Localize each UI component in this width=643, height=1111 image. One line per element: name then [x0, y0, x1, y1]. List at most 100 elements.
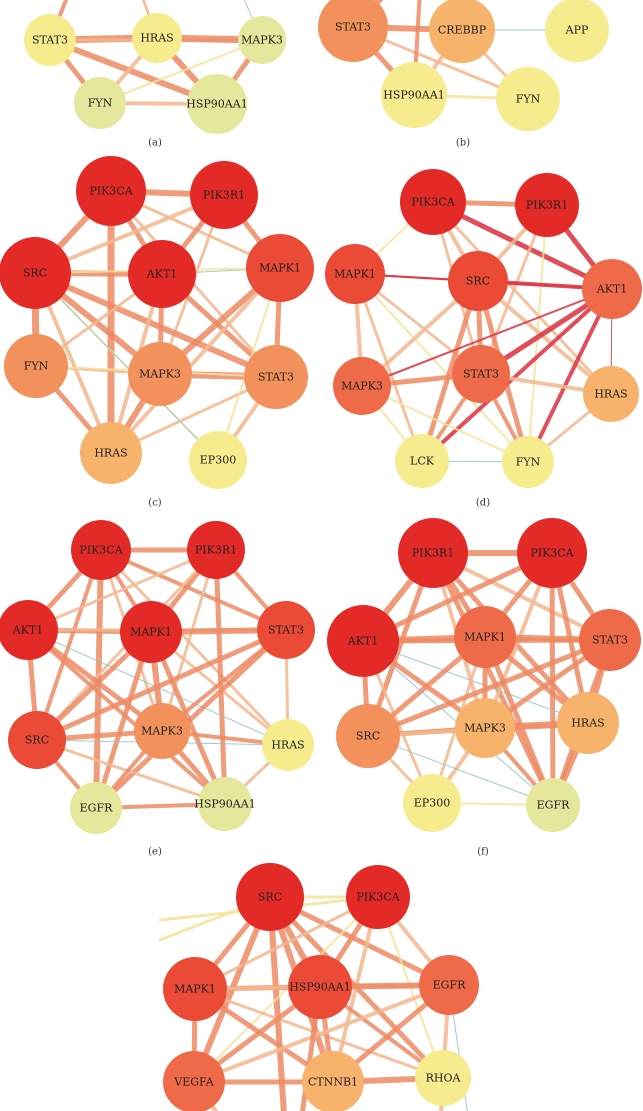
node-circle — [381, 62, 447, 128]
node-circle — [262, 719, 314, 771]
edge-mapk3-fyn — [361, 385, 529, 463]
panel-e-nodes: PIK3CA PIK3R1 AKT1 MAPK1 STAT3 SRC MAPK3 HRAS EG… — [0, 520, 315, 834]
node-label: AKT1 — [596, 283, 628, 296]
edge-stat3-src — [34, 627, 289, 743]
node-label: HRAS — [571, 717, 604, 730]
node-circle — [452, 345, 510, 403]
node-circle — [163, 1051, 225, 1111]
node-mapk3: MAPK3 — [238, 16, 286, 64]
node-pik3r1: PIK3R1 — [398, 518, 468, 588]
node-label: SRC — [258, 891, 282, 904]
node-circle — [4, 334, 68, 398]
node-egfr: EGFR — [526, 778, 580, 832]
node-stat3: STAT3 — [318, 0, 388, 62]
node-egfr: EGFR — [419, 955, 479, 1015]
panel-d-nodes: PIK3CA PIK3R1 MAPK1 SRC AKT1 MAPK3 STAT3 HRAS LC… — [325, 169, 642, 488]
node-ctnnb1: CTNNB1 — [302, 1051, 364, 1111]
node-circle — [448, 251, 508, 311]
panel-caption: (e) — [148, 847, 162, 858]
node-fyn: FYN — [4, 334, 68, 398]
node-hsp90aa1: HSP90AA1 — [186, 74, 248, 134]
panel-e-edges — [25, 547, 290, 811]
panel-d-edges — [353, 199, 615, 465]
node-circle — [198, 777, 252, 831]
node-circle — [302, 1051, 364, 1111]
node-label: HSP90AA1 — [383, 89, 444, 102]
node-circle — [128, 342, 192, 406]
node-label: HRAS — [140, 32, 173, 45]
node-hras: HRAS — [80, 422, 142, 484]
node-label: AKT1 — [12, 624, 44, 637]
node-label: PIK3CA — [79, 544, 123, 557]
edge-akt1-fyn — [526, 287, 614, 464]
node-circle — [0, 600, 58, 660]
node-label: MAPK3 — [341, 380, 383, 393]
edge-akt1-hras — [362, 640, 589, 724]
node-circle — [346, 865, 410, 929]
node-circle — [545, 0, 609, 62]
panel-caption: (f) — [477, 847, 489, 858]
node-src: SRC — [336, 704, 400, 768]
node-circle — [502, 436, 554, 488]
node-label: PIK3R1 — [203, 189, 245, 202]
node-label: EP300 — [200, 454, 236, 467]
node-label: PIK3R1 — [526, 199, 568, 212]
node-circle — [318, 0, 388, 62]
node-circle — [257, 601, 315, 659]
node-label: STAT3 — [268, 624, 304, 637]
node-label: STAT3 — [32, 34, 68, 47]
node-circle — [132, 13, 182, 63]
edge-pik3ca-src — [35, 548, 103, 742]
node-circle — [71, 520, 131, 580]
node-pik3ca: PIK3CA — [400, 169, 466, 235]
node-mapk1: MAPK1 — [454, 606, 516, 668]
edge-stat3-src — [365, 637, 613, 739]
node-label: RHOA — [426, 1072, 462, 1085]
panel-caption: (a) — [148, 138, 162, 149]
node-label: MAPK1 — [174, 983, 216, 996]
node-label: STAT3 — [463, 368, 499, 381]
node-label: FYN — [24, 360, 49, 373]
node-label: SRC — [466, 275, 490, 288]
node-label: HSP90AA1 — [194, 798, 255, 811]
panel-f-edges — [360, 550, 613, 808]
node-label: PIK3CA — [356, 891, 400, 904]
node-label: PIK3R1 — [412, 547, 454, 560]
node-circle — [189, 431, 247, 489]
node-circle — [526, 778, 580, 832]
node-label: MAPK3 — [241, 34, 283, 47]
node-label: VEGFA — [173, 1076, 214, 1089]
node-rhoa: RHOA — [415, 1050, 471, 1106]
node-circle — [244, 345, 308, 409]
edge-pik3r1-egfr — [430, 550, 556, 808]
edge-pik3r1-akt1 — [26, 548, 218, 632]
node-label: FYN — [88, 97, 113, 110]
captions-layer: (a) (b) (c) (d) (e) (f) — [148, 138, 490, 858]
panel-g-nodes: SRC PIK3CA MAPK1 HSP90AA1 EGFR VEGFA CTNNB1 RHO… — [163, 863, 479, 1111]
edge-pik3ca-mapk1 — [193, 895, 380, 991]
node-circle — [515, 173, 579, 237]
node-circle — [419, 955, 479, 1015]
node-circle — [128, 240, 196, 308]
edge-src-s_down — [267, 894, 287, 1111]
node-circle — [187, 521, 245, 579]
node-src: SRC — [236, 863, 304, 931]
node-fyn: FYN — [74, 77, 126, 129]
node-mapk1: MAPK1 — [246, 234, 314, 302]
node-circle — [400, 169, 466, 235]
edge-egfr-vegfa — [192, 983, 451, 1084]
node-label: PIK3CA — [89, 185, 133, 198]
panel-a-nodes: STAT3 HRAS MAPK3 FYN HSP90AA1 — [24, 13, 286, 134]
node-akt1: AKT1 — [128, 240, 196, 308]
edge-src-hsp90aa1 — [35, 738, 227, 806]
node-label: EGFR — [537, 799, 570, 812]
edge-src-egfr — [367, 735, 554, 806]
node-circle — [190, 161, 258, 229]
node-label: SRC — [23, 267, 47, 280]
node-circle — [80, 422, 142, 484]
edge-pik3r1-hsp90aa1 — [213, 547, 228, 807]
node-label: LCK — [410, 455, 435, 468]
node-mapk1: MAPK1 — [120, 601, 182, 663]
node-akt1: AKT1 — [582, 259, 642, 319]
